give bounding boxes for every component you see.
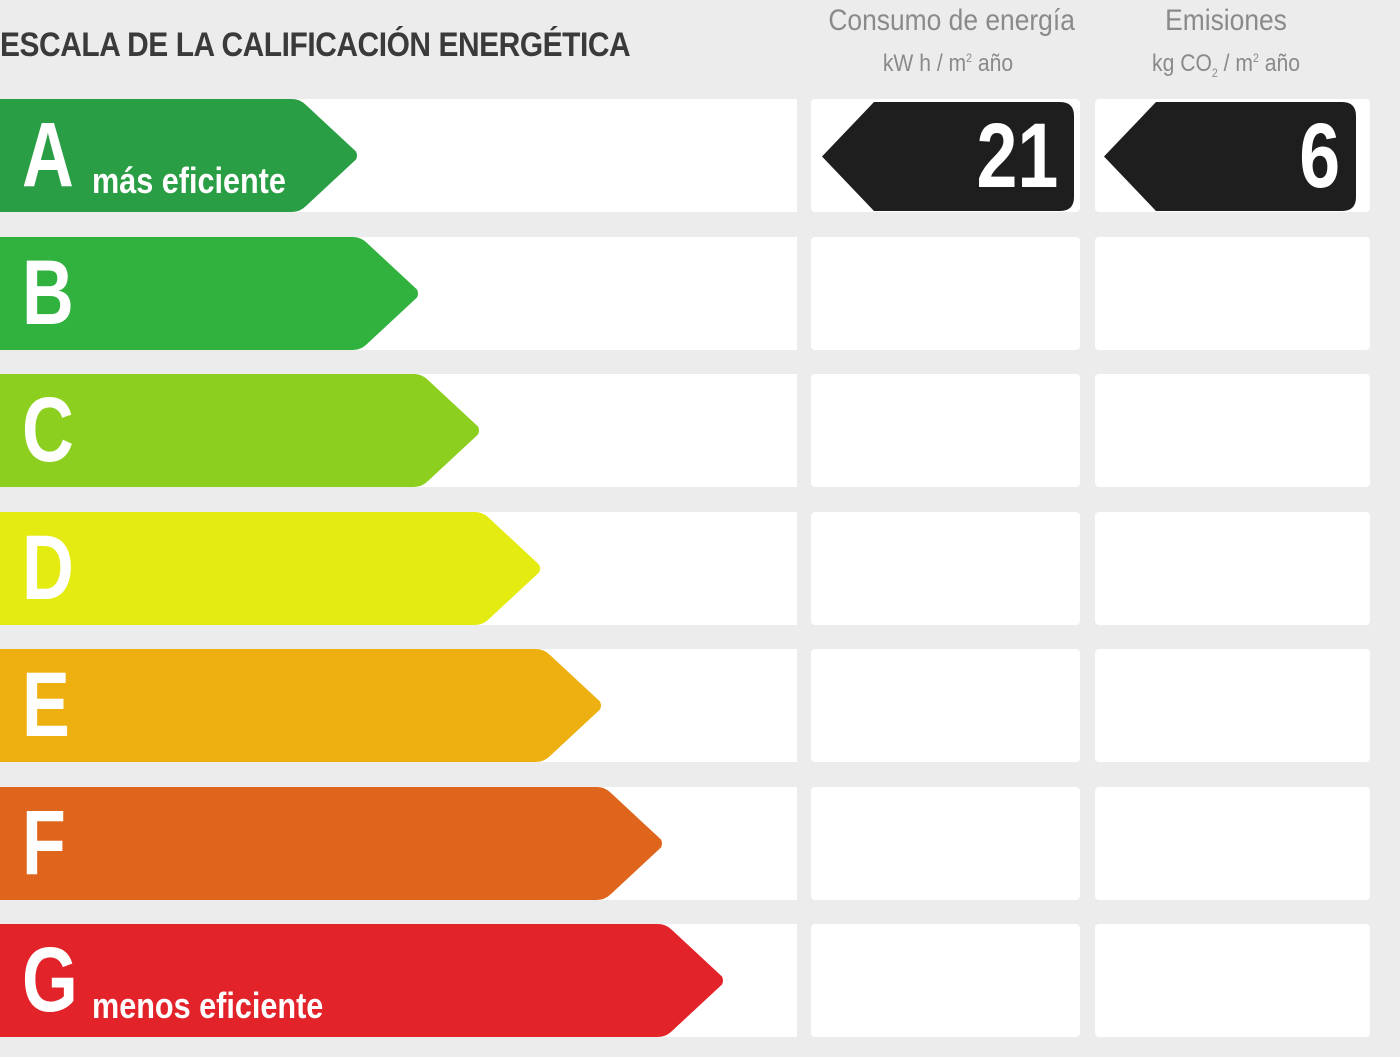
rating-arrow-d: D <box>0 512 541 625</box>
energy-cell <box>811 787 1080 900</box>
emissions-cell <box>1095 512 1370 625</box>
emissions-cell <box>1095 374 1370 487</box>
rating-letter: G <box>22 929 78 1031</box>
rating-letter: E <box>22 654 70 756</box>
energy-cell <box>811 374 1080 487</box>
emissions-cell <box>1095 787 1370 900</box>
energy-value-badge: 21 <box>822 102 1076 211</box>
energy-cell <box>811 649 1080 762</box>
rating-arrow-e: E <box>0 649 602 762</box>
emissions-value: 6 <box>1299 105 1340 207</box>
energy-cell <box>811 237 1080 350</box>
emissions-column-header: Emisiones kg CO2 / m2 año <box>1094 4 1358 80</box>
emissions-column-unit: kg CO2 / m2 año <box>1152 50 1300 80</box>
rating-letter: B <box>22 242 74 344</box>
rating-letter: F <box>22 792 66 894</box>
emissions-value-badge: 6 <box>1104 102 1358 211</box>
rating-arrow-c: C <box>0 374 480 487</box>
rating-arrow-f: F <box>0 787 663 900</box>
rating-letter: D <box>22 517 74 619</box>
emissions-cell <box>1095 649 1370 762</box>
rating-letter: C <box>22 379 74 481</box>
rating-arrow-b: B <box>0 237 419 350</box>
rating-sublabel: más eficiente <box>92 160 286 201</box>
energy-column-title: Consumo de energía <box>828 4 1075 37</box>
energy-column-header: Consumo de energía kW h / m2 año <box>812 4 1084 78</box>
emissions-cell <box>1095 237 1370 350</box>
page-title: ESCALA DE LA CALIFICACIÓN ENERGÉTICA <box>0 26 631 64</box>
energy-column-unit: kW h / m2 año <box>882 50 1014 77</box>
energy-cell <box>811 512 1080 625</box>
energy-value: 21 <box>976 105 1058 207</box>
badge-arrow-shape <box>822 102 1074 211</box>
rating-sublabel: menos eficiente <box>92 985 324 1026</box>
badge-arrow-shape <box>1104 102 1356 211</box>
emissions-cell <box>1095 924 1370 1037</box>
energy-cell <box>811 924 1080 1037</box>
rating-letter: A <box>22 104 74 206</box>
emissions-column-title: Emisiones <box>1165 4 1287 37</box>
